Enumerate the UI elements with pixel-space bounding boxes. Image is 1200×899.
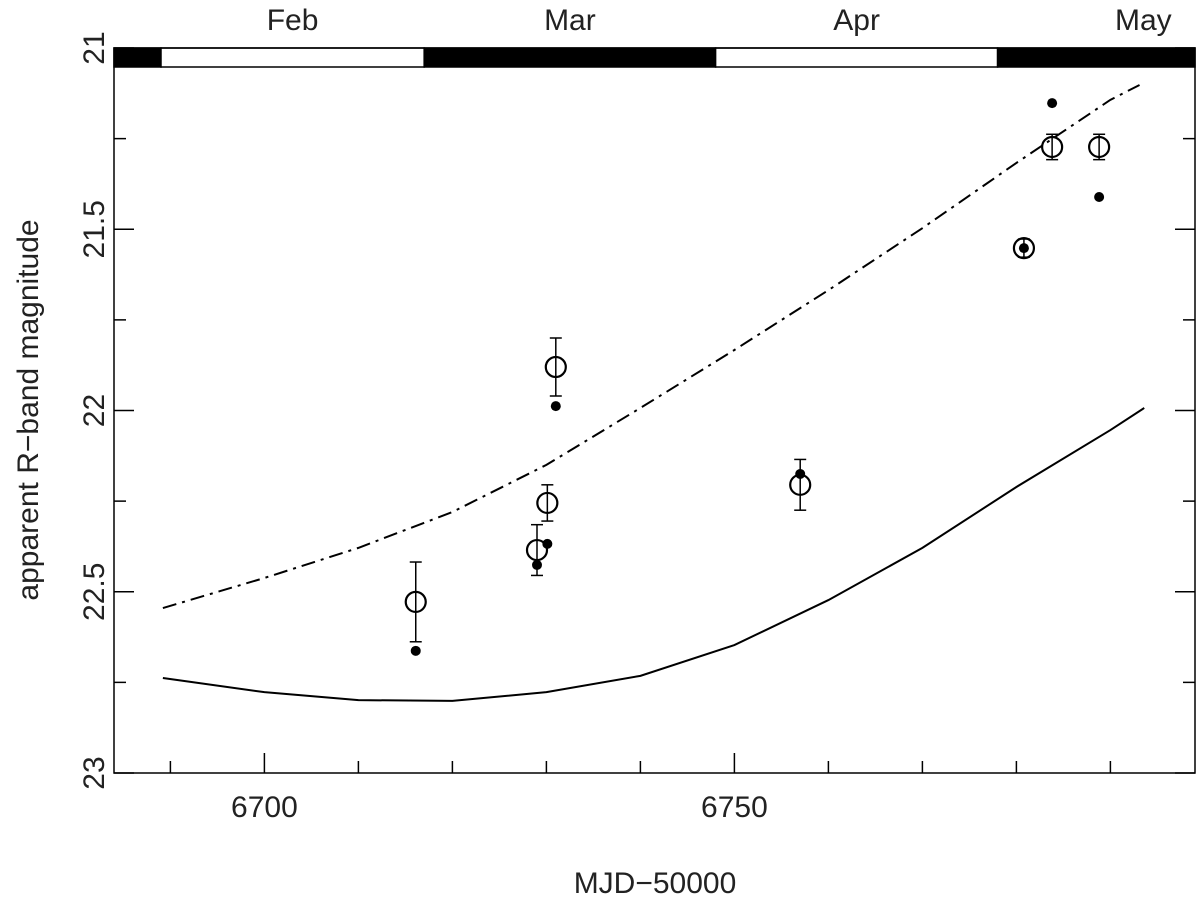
y-tick-label: 21 xyxy=(78,31,111,64)
x-tick-label: 6700 xyxy=(231,791,298,824)
open-point xyxy=(1088,135,1111,159)
month-band xyxy=(113,47,162,68)
filled-point xyxy=(532,559,542,570)
month-band xyxy=(423,47,717,68)
month-label: May xyxy=(1115,4,1172,37)
open-point xyxy=(544,355,567,379)
filled-point xyxy=(1047,98,1058,109)
y-tick-label: 22.5 xyxy=(78,563,111,621)
month-label: Feb xyxy=(267,4,319,37)
filled-point xyxy=(795,468,806,479)
y-axis-label: apparent R−band magnitude xyxy=(12,219,45,600)
model-curve xyxy=(162,407,1145,702)
plot-frame xyxy=(113,47,1196,774)
month-band xyxy=(714,47,999,68)
month-band xyxy=(996,47,1196,68)
open-point xyxy=(1012,237,1036,260)
open-point xyxy=(404,590,427,614)
x-tick-label: 6750 xyxy=(701,791,768,824)
open-point xyxy=(536,491,559,515)
model-curve xyxy=(162,84,1140,610)
filled-point xyxy=(410,645,421,656)
month-label: Mar xyxy=(544,4,596,37)
y-tick-label: 21.5 xyxy=(78,200,111,258)
x-axis-label: MJD−50000 xyxy=(574,867,737,899)
y-tick-label: 22 xyxy=(78,394,111,427)
filled-point xyxy=(542,538,553,549)
filled-point xyxy=(1018,243,1029,254)
open-point xyxy=(1041,135,1064,159)
y-tick-label: 23 xyxy=(78,756,111,789)
filled-point xyxy=(1094,191,1105,202)
month-band xyxy=(160,47,425,68)
filled-point xyxy=(550,401,561,412)
month-label: Apr xyxy=(833,4,880,37)
